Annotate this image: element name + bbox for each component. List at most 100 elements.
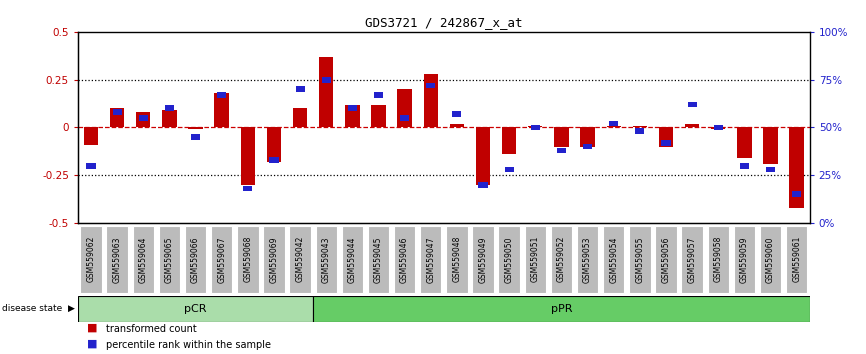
Bar <box>243 186 252 192</box>
Text: GSM559069: GSM559069 <box>269 236 279 282</box>
Text: GSM559045: GSM559045 <box>374 236 383 282</box>
Text: GSM559064: GSM559064 <box>139 236 148 282</box>
Text: ■: ■ <box>87 323 97 333</box>
Text: GSM559061: GSM559061 <box>792 236 801 282</box>
Text: GSM559044: GSM559044 <box>348 236 357 282</box>
Text: GSM559060: GSM559060 <box>766 236 775 282</box>
Bar <box>342 226 363 293</box>
Bar <box>269 157 279 163</box>
Bar <box>293 108 307 127</box>
Bar <box>110 108 125 127</box>
Bar <box>81 226 101 293</box>
Text: GSM559043: GSM559043 <box>322 236 331 282</box>
Bar <box>682 226 703 293</box>
Text: percentile rank within the sample: percentile rank within the sample <box>106 340 271 350</box>
Bar <box>714 125 723 130</box>
Bar <box>211 226 232 293</box>
Bar <box>162 110 177 127</box>
Bar <box>346 104 359 127</box>
Bar <box>740 163 749 169</box>
Text: GSM559063: GSM559063 <box>113 236 121 282</box>
Bar <box>688 102 696 107</box>
Bar <box>449 124 464 127</box>
Bar <box>708 226 729 293</box>
Bar <box>87 163 95 169</box>
Bar <box>368 226 389 293</box>
Bar <box>528 126 542 127</box>
Text: GSM559053: GSM559053 <box>583 236 592 282</box>
Bar <box>580 127 595 147</box>
Text: GSM559048: GSM559048 <box>452 236 462 282</box>
Text: GSM559050: GSM559050 <box>505 236 514 282</box>
Text: GSM559046: GSM559046 <box>400 236 409 282</box>
Bar <box>499 226 520 293</box>
Bar <box>113 109 122 115</box>
Text: disease state  ▶: disease state ▶ <box>2 304 74 313</box>
Bar <box>400 115 410 121</box>
Bar <box>184 226 206 293</box>
Bar <box>372 104 385 127</box>
Bar <box>659 127 673 147</box>
Bar <box>633 126 647 127</box>
Bar <box>165 105 174 111</box>
Text: GSM559049: GSM559049 <box>479 236 488 282</box>
Text: GSM559062: GSM559062 <box>87 236 95 282</box>
Bar <box>766 167 775 172</box>
Text: pPR: pPR <box>551 304 572 314</box>
Bar <box>263 226 285 293</box>
Bar <box>472 226 494 293</box>
Bar <box>107 226 128 293</box>
Text: GSM559042: GSM559042 <box>295 236 305 282</box>
Bar <box>636 129 644 134</box>
Bar <box>685 124 699 127</box>
Bar <box>397 89 412 127</box>
Text: GSM559056: GSM559056 <box>662 236 670 282</box>
Bar <box>84 127 98 145</box>
Text: GSM559057: GSM559057 <box>688 236 696 282</box>
Title: GDS3721 / 242867_x_at: GDS3721 / 242867_x_at <box>365 16 522 29</box>
Bar <box>531 125 540 130</box>
Bar <box>426 82 436 88</box>
Bar <box>215 93 229 127</box>
Bar <box>790 127 804 208</box>
Bar <box>313 296 810 322</box>
Bar <box>609 121 618 126</box>
Text: GSM559067: GSM559067 <box>217 236 226 282</box>
Bar <box>759 226 781 293</box>
Bar <box>662 140 670 145</box>
Bar <box>191 134 200 140</box>
Bar <box>656 226 676 293</box>
Bar <box>420 226 442 293</box>
Text: GSM559047: GSM559047 <box>426 236 436 282</box>
Bar <box>217 92 226 98</box>
Bar <box>475 127 490 185</box>
Bar <box>315 226 337 293</box>
Bar <box>374 92 383 98</box>
Bar <box>629 226 650 293</box>
Bar <box>554 127 569 147</box>
Text: GSM559066: GSM559066 <box>191 236 200 282</box>
Bar <box>786 226 807 293</box>
Bar <box>295 86 305 92</box>
Bar <box>502 127 516 154</box>
Bar <box>237 226 259 293</box>
Bar <box>763 127 778 164</box>
Bar <box>267 127 281 162</box>
Bar <box>525 226 546 293</box>
Bar <box>241 127 255 185</box>
Bar <box>348 105 357 111</box>
Text: GSM559059: GSM559059 <box>740 236 749 282</box>
Bar <box>158 226 180 293</box>
Bar <box>423 74 438 127</box>
Text: pCR: pCR <box>184 304 207 314</box>
Bar <box>711 127 726 129</box>
Text: GSM559065: GSM559065 <box>165 236 174 282</box>
Bar <box>446 226 468 293</box>
Bar <box>319 57 333 127</box>
Bar <box>577 226 598 293</box>
Bar <box>478 182 488 188</box>
Bar <box>551 226 572 293</box>
Bar <box>583 144 592 149</box>
Bar <box>452 111 462 117</box>
Text: GSM559068: GSM559068 <box>243 236 252 282</box>
